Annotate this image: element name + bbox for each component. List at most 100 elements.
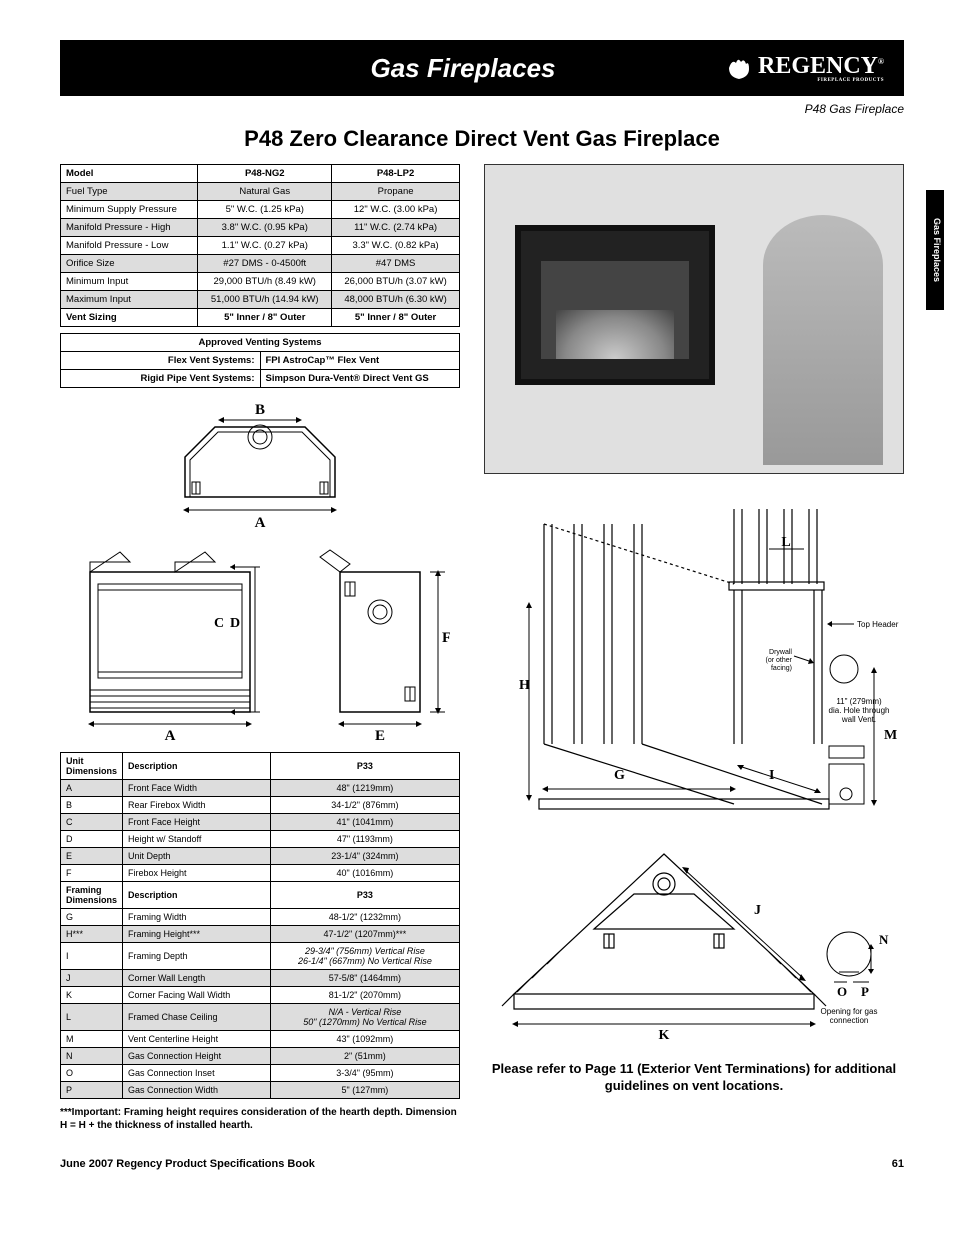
footer-left: June 2007 Regency Product Specifications… (60, 1158, 315, 1170)
spec-lp: 48,000 BTU/h (6.30 kW) (332, 291, 460, 309)
category-title: Gas Fireplaces (200, 53, 726, 84)
unit-diagrams: B A (60, 402, 460, 742)
front-view-diagram: C D A (70, 542, 270, 742)
dim-desc: Rear Firebox Width (123, 797, 271, 814)
svg-text:H: H (519, 678, 530, 693)
svg-text:D: D (230, 616, 240, 631)
svg-text:E: E (375, 728, 385, 742)
dim-key: M (61, 1031, 123, 1048)
spec-label: Maximum Input (61, 291, 198, 309)
spec-label: Orifice Size (61, 255, 198, 273)
dim-desc: Front Face Width (123, 780, 271, 797)
dim-val: 5" (127mm) (270, 1082, 459, 1099)
page-footer: June 2007 Regency Product Specifications… (60, 1158, 904, 1170)
venting-title: Approved Venting Systems (61, 334, 460, 352)
dim-desc: Vent Centerline Height (123, 1031, 271, 1048)
spec-lp: 3.3" W.C. (0.82 kPa) (332, 237, 460, 255)
dim-desc: Unit Depth (123, 848, 271, 865)
spec-lp: 11" W.C. (2.74 kPa) (332, 219, 460, 237)
spec-lp: #47 DMS (332, 255, 460, 273)
label-vent-hole: 11" (279mm)dia. Hole throughwall Vent. (829, 697, 890, 724)
spec-ng: 29,000 BTU/h (8.49 kW) (198, 273, 332, 291)
product-line: P48 Gas Fireplace (60, 102, 904, 116)
dim-key: F (61, 865, 123, 882)
spec-ng: Natural Gas (198, 183, 332, 201)
dim-desc: Framing Height*** (123, 926, 271, 943)
dim-val: 2" (51mm) (270, 1048, 459, 1065)
vent-reference-note: Please refer to Page 11 (Exterior Vent T… (484, 1061, 904, 1095)
svg-text:B: B (255, 402, 265, 418)
dim-val: 47-1/2" (1207mm)*** (270, 926, 459, 943)
header-bar: Gas Fireplaces REGENCY® FIREPLACE PRODUC… (60, 40, 904, 96)
dim-key: P (61, 1082, 123, 1099)
svg-text:K: K (659, 1028, 670, 1043)
svg-text:M: M (884, 728, 897, 743)
spec-lp: 12" W.C. (3.00 kPa) (332, 201, 460, 219)
spec-label: Manifold Pressure - High (61, 219, 198, 237)
dim-key: K (61, 987, 123, 1004)
side-view-diagram: F E (310, 542, 450, 742)
spec-ng: 1.1" W.C. (0.27 kPa) (198, 237, 332, 255)
th-desc: Description (123, 753, 271, 780)
dim-desc: Height w/ Standoff (123, 831, 271, 848)
dim-key: L (61, 1004, 123, 1031)
page-title: P48 Zero Clearance Direct Vent Gas Firep… (60, 126, 904, 152)
dim-key: B (61, 797, 123, 814)
spec-ng: 51,000 BTU/h (14.94 kW) (198, 291, 332, 309)
label-top-header: Top Header (857, 620, 899, 629)
dim-desc: Gas Connection Inset (123, 1065, 271, 1082)
th-unit-dims: Unit Dimensions (61, 753, 123, 780)
vent-rigid-value: Simpson Dura-Vent® Direct Vent GS (260, 370, 460, 388)
venting-table: Approved Venting Systems Flex Vent Syste… (60, 333, 460, 388)
framing-diagram: L Top Header Drywall(or otherfacing) 11"… (484, 504, 904, 1047)
vent-rigid-label: Rigid Pipe Vent Systems: (61, 370, 261, 388)
spec-ng: #27 DMS - 0-4500ft (198, 255, 332, 273)
dim-key: G (61, 909, 123, 926)
spec-label: Fuel Type (61, 183, 198, 201)
svg-text:J: J (754, 903, 761, 918)
dim-key: H*** (61, 926, 123, 943)
dim-val: 81-1/2" (2070mm) (270, 987, 459, 1004)
spec-label: Vent Sizing (61, 309, 198, 327)
th-desc2: Description (123, 882, 271, 909)
spec-ng: 5" W.C. (1.25 kPa) (198, 201, 332, 219)
dim-desc: Firebox Height (123, 865, 271, 882)
dim-desc: Corner Facing Wall Width (123, 987, 271, 1004)
spec-ng: 3.8" W.C. (0.95 kPa) (198, 219, 332, 237)
svg-text:C: C (214, 616, 224, 631)
vent-flex-label: Flex Vent Systems: (61, 352, 261, 370)
dim-val: 40" (1016mm) (270, 865, 459, 882)
brand-logo: REGENCY® FIREPLACE PRODUCTS (726, 53, 884, 83)
th-framing-dims: Framing Dimensions (61, 882, 123, 909)
dim-key: A (61, 780, 123, 797)
svg-text:N: N (879, 932, 889, 947)
dim-val: 48-1/2" (1232mm) (270, 909, 459, 926)
th-lp: P48-LP2 (332, 165, 460, 183)
dim-val: 47" (1193mm) (270, 831, 459, 848)
dim-desc: Corner Wall Length (123, 970, 271, 987)
dim-val: 48" (1219mm) (270, 780, 459, 797)
svg-text:A: A (255, 515, 266, 531)
dim-key: N (61, 1048, 123, 1065)
dim-val: 34-1/2" (876mm) (270, 797, 459, 814)
spec-table: Model P48-NG2 P48-LP2 Fuel Type Natural … (60, 164, 460, 327)
dim-key: C (61, 814, 123, 831)
svg-text:L: L (781, 535, 790, 550)
spec-label: Minimum Supply Pressure (61, 201, 198, 219)
dim-val: 29-3/4" (756mm) Vertical Rise26-1/4" (66… (270, 943, 459, 970)
page-number: 61 (892, 1158, 904, 1170)
dim-desc: Framed Chase Ceiling (123, 1004, 271, 1031)
dim-key: J (61, 970, 123, 987)
dim-desc: Front Face Height (123, 814, 271, 831)
side-tab: Gas Fireplaces (926, 190, 944, 310)
dim-val: 43" (1092mm) (270, 1031, 459, 1048)
label-gas-opening: Opening for gasconnection (821, 1007, 878, 1025)
dim-val: 3-3/4" (95mm) (270, 1065, 459, 1082)
spec-label: Manifold Pressure - Low (61, 237, 198, 255)
dim-val: N/A - Vertical Rise50" (1270mm) No Verti… (270, 1004, 459, 1031)
svg-text:G: G (614, 768, 625, 783)
label-drywall: Drywall(or otherfacing) (766, 649, 793, 672)
brand-name: REGENCY (758, 53, 878, 79)
flame-icon (726, 55, 752, 81)
dim-desc: Framing Depth (123, 943, 271, 970)
